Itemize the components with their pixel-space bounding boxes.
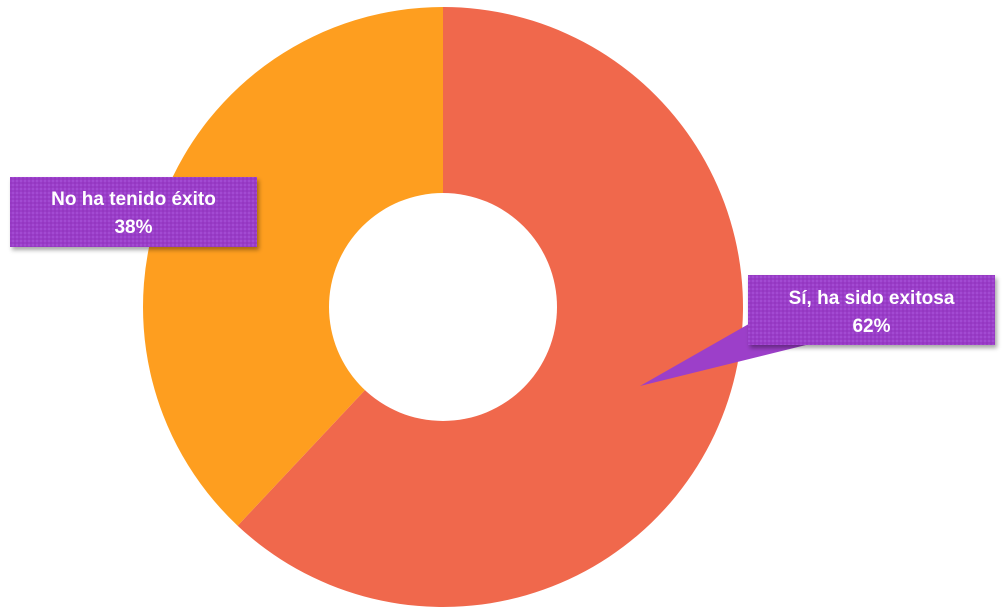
callout-box-no [10, 177, 257, 247]
data-label-yes: Sí, ha sido exitosa 62% [640, 275, 995, 386]
slice-no [142, 7, 443, 526]
callout-box-yes [748, 275, 995, 345]
data-label-no: No ha tenido éxito 38% [10, 177, 257, 247]
data-label-no-percent: 38% [114, 217, 152, 238]
data-label-yes-category: Sí, ha sido exitosa [789, 288, 955, 309]
data-label-yes-percent: 62% [852, 316, 890, 337]
donut-hole [329, 193, 557, 421]
data-label-no-category: No ha tenido éxito [51, 189, 216, 210]
